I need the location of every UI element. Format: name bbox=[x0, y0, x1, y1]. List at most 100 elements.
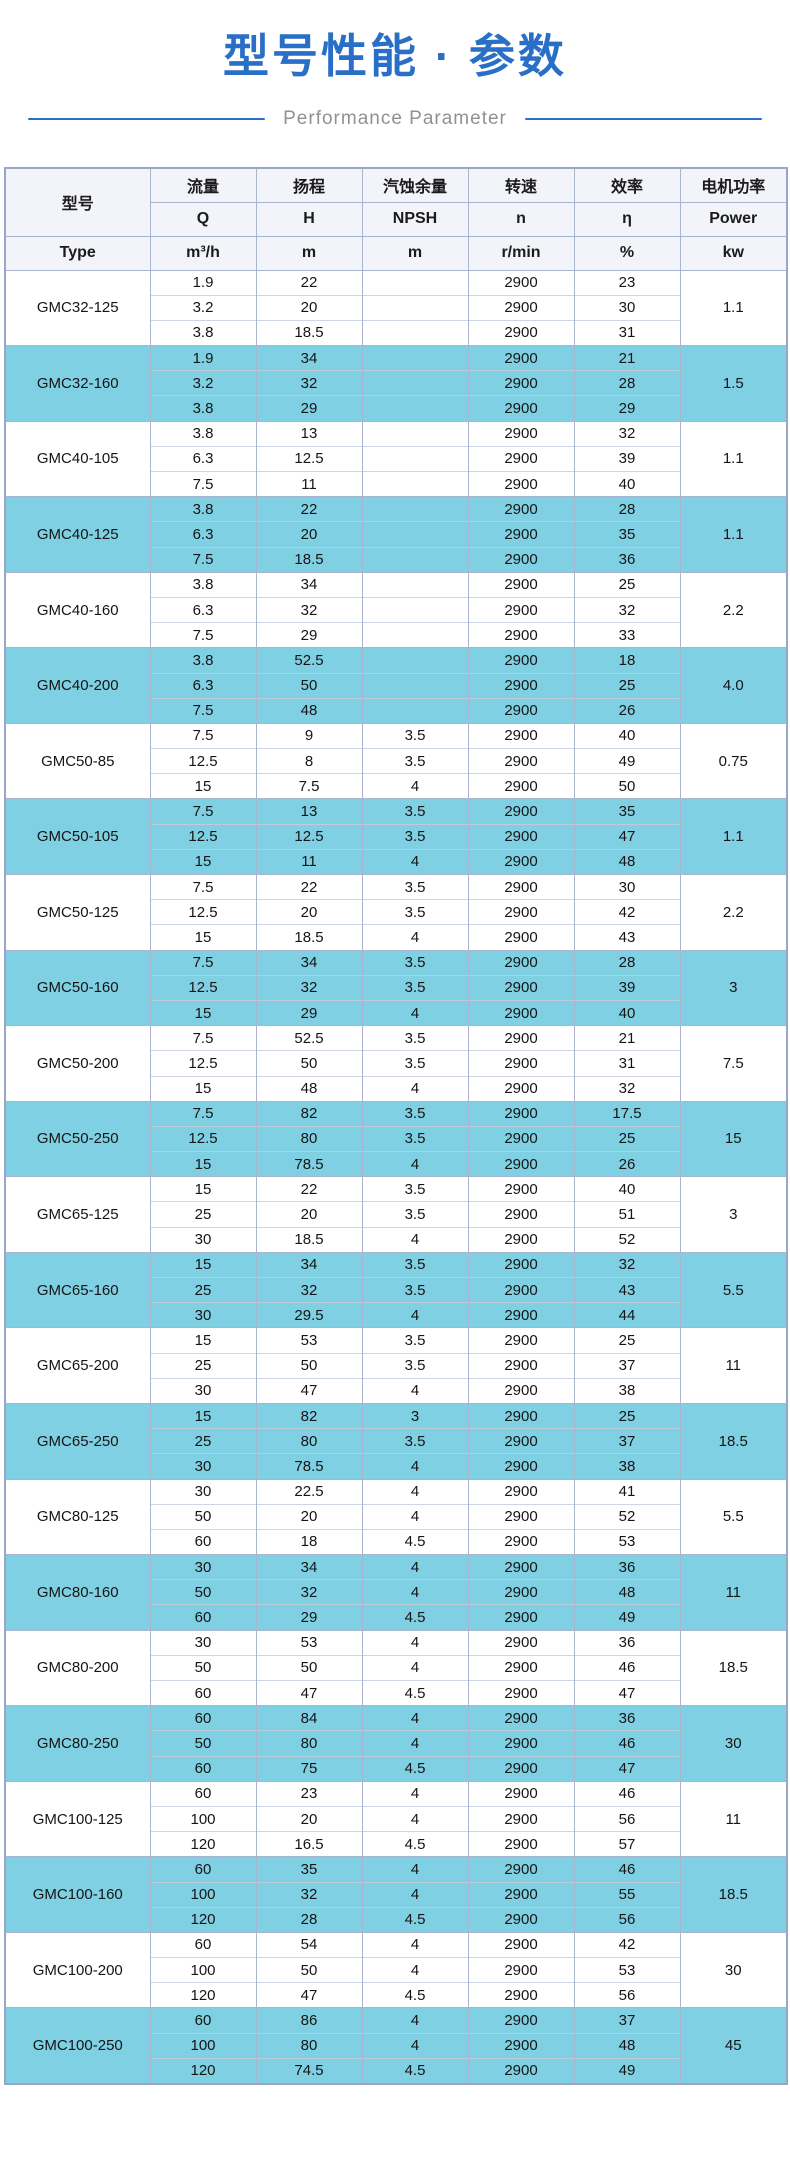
npsh-cell: 3.5 bbox=[361, 748, 468, 774]
head-cell: 22 bbox=[255, 873, 362, 900]
table-row: GMC100-250 60 86 4 2900 37 45 bbox=[4, 2007, 787, 2084]
efficiency-cell: 53 bbox=[573, 1528, 680, 1555]
header-speed-unit: r/min bbox=[467, 235, 574, 270]
table-row: 3.2 32 2900 28 bbox=[5, 370, 787, 396]
flow-cell: 50 bbox=[149, 1579, 256, 1605]
speed-cell: 2900 bbox=[467, 823, 574, 850]
table-row: 15 48 4 2900 32 bbox=[5, 1075, 787, 1102]
npsh-cell: 3.5 bbox=[361, 1201, 468, 1228]
flow-cell: 100 bbox=[149, 1881, 256, 1908]
header-speed-cn: 转速 bbox=[467, 167, 574, 202]
flow-cell: 60 bbox=[149, 2007, 256, 2034]
speed-cell: 2900 bbox=[467, 1125, 574, 1152]
head-cell: 29 bbox=[255, 622, 362, 648]
flow-cell: 30 bbox=[149, 1478, 256, 1505]
efficiency-cell: 41 bbox=[573, 1478, 680, 1505]
table-row: 3.8 18.5 2900 31 bbox=[5, 319, 787, 346]
speed-cell: 2900 bbox=[467, 1352, 574, 1379]
model-cell: GMC40-125 bbox=[4, 496, 150, 573]
npsh-cell: 3.5 bbox=[361, 798, 468, 825]
table-row: GMC40-160 3.8 34 2900 25 2.2 bbox=[4, 571, 787, 648]
power-cell: 11 bbox=[679, 1327, 787, 1404]
table-row: GMC40-105 3.8 13 2900 32 1.1 bbox=[4, 420, 787, 497]
speed-cell: 2900 bbox=[467, 420, 574, 447]
subtitle: Performance Parameter bbox=[0, 108, 790, 130]
flow-cell: 3.8 bbox=[149, 319, 256, 346]
efficiency-cell: 46 bbox=[573, 1856, 680, 1882]
table-row: 30 78.5 4 2900 38 bbox=[5, 1453, 787, 1479]
efficiency-cell: 44 bbox=[573, 1302, 680, 1328]
model-cell: GMC50-105 bbox=[4, 798, 150, 875]
npsh-cell: 3.5 bbox=[361, 1276, 468, 1303]
speed-cell: 2900 bbox=[467, 672, 574, 699]
flow-cell: 6.3 bbox=[149, 596, 256, 623]
npsh-cell: 4 bbox=[361, 1931, 468, 1958]
head-cell: 48 bbox=[255, 697, 362, 724]
head-cell: 29 bbox=[255, 1604, 362, 1631]
power-cell: 4.0 bbox=[679, 647, 787, 724]
table-row: 25 50 3.5 2900 37 bbox=[5, 1352, 787, 1379]
flow-cell: 3.8 bbox=[149, 395, 256, 422]
efficiency-cell: 55 bbox=[573, 1881, 680, 1908]
npsh-cell: 3.5 bbox=[361, 1327, 468, 1354]
power-cell: 2.2 bbox=[679, 874, 787, 951]
flow-cell: 3.8 bbox=[149, 496, 256, 522]
header-model-en: Type bbox=[4, 235, 150, 270]
head-cell: 50 bbox=[255, 1654, 362, 1681]
efficiency-cell: 36 bbox=[573, 1629, 680, 1656]
flow-cell: 25 bbox=[149, 1352, 256, 1379]
efficiency-cell: 25 bbox=[573, 1402, 680, 1429]
table-row: GMC65-250 15 82 3 2900 25 18.5 bbox=[4, 1402, 787, 1479]
model-cell: GMC50-85 bbox=[4, 722, 150, 799]
table-row: GMC50-250 7.5 82 3.5 2900 17.5 15 bbox=[4, 1100, 787, 1177]
power-cell: 3 bbox=[679, 1176, 787, 1253]
table-row: 25 20 3.5 2900 51 bbox=[5, 1201, 787, 1228]
npsh-cell: 4.5 bbox=[361, 1906, 468, 1933]
efficiency-cell: 36 bbox=[573, 1554, 680, 1580]
speed-cell: 2900 bbox=[467, 370, 574, 396]
table-row: 12.5 12.5 3.5 2900 47 bbox=[5, 823, 787, 850]
flow-cell: 7.5 bbox=[149, 470, 256, 497]
power-cell: 5.5 bbox=[679, 1251, 787, 1328]
npsh-cell bbox=[361, 672, 468, 699]
npsh-cell bbox=[361, 622, 468, 648]
power-cell: 11 bbox=[679, 1780, 787, 1857]
flow-cell: 60 bbox=[149, 1856, 256, 1882]
efficiency-cell: 52 bbox=[573, 1503, 680, 1530]
npsh-cell: 4 bbox=[361, 1730, 468, 1757]
flow-cell: 12.5 bbox=[149, 823, 256, 850]
efficiency-cell: 32 bbox=[573, 1075, 680, 1102]
head-cell: 80 bbox=[255, 2032, 362, 2059]
speed-cell: 2900 bbox=[467, 622, 574, 648]
flow-cell: 50 bbox=[149, 1730, 256, 1757]
head-cell: 7.5 bbox=[255, 773, 362, 799]
flow-cell: 100 bbox=[149, 1957, 256, 1983]
head-cell: 20 bbox=[255, 1201, 362, 1228]
head-cell: 32 bbox=[255, 1276, 362, 1303]
head-cell: 47 bbox=[255, 1982, 362, 2008]
model-cell: GMC80-160 bbox=[4, 1554, 150, 1631]
flow-cell: 30 bbox=[149, 1554, 256, 1580]
flow-cell: 15 bbox=[149, 773, 256, 799]
npsh-cell bbox=[361, 445, 468, 472]
head-cell: 50 bbox=[255, 672, 362, 699]
header-npsh-unit: m bbox=[361, 235, 468, 270]
flow-cell: 3.2 bbox=[149, 294, 256, 321]
flow-cell: 60 bbox=[149, 1604, 256, 1631]
efficiency-cell: 31 bbox=[573, 319, 680, 346]
head-cell: 34 bbox=[255, 345, 362, 371]
model-cell: GMC100-250 bbox=[4, 2007, 150, 2084]
head-cell: 80 bbox=[255, 1428, 362, 1454]
power-cell: 1.1 bbox=[679, 496, 787, 573]
npsh-cell: 4 bbox=[361, 773, 468, 799]
speed-cell: 2900 bbox=[467, 2007, 574, 2034]
flow-cell: 15 bbox=[149, 1251, 256, 1278]
efficiency-cell: 47 bbox=[573, 823, 680, 850]
npsh-cell: 3.5 bbox=[361, 1050, 468, 1076]
npsh-cell: 4 bbox=[361, 1705, 468, 1731]
header-flow-cn: 流量 bbox=[149, 167, 256, 202]
head-cell: 50 bbox=[255, 1050, 362, 1076]
efficiency-cell: 35 bbox=[573, 798, 680, 825]
table-row: GMC32-125 1.9 22 2900 23 1.1 bbox=[4, 269, 787, 346]
efficiency-cell: 18 bbox=[573, 647, 680, 673]
